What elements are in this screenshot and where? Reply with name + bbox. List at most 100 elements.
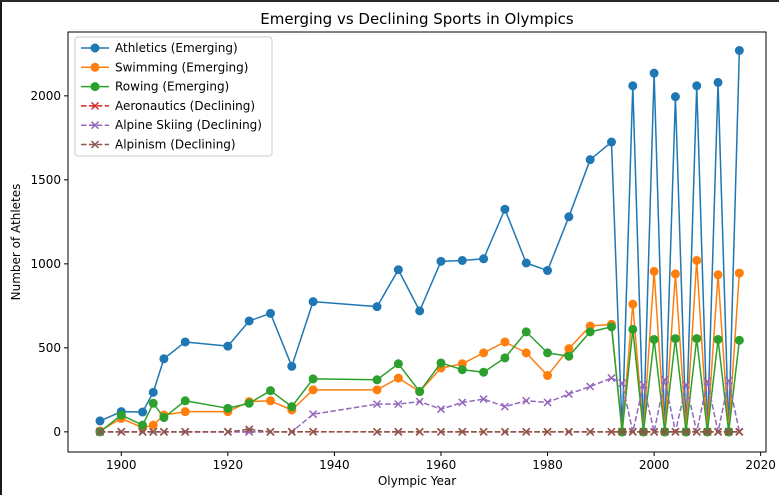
y-tick-label: 500: [38, 341, 61, 355]
data-point-athletics-emerging: [245, 317, 253, 325]
data-point-rowing-emerging: [288, 403, 296, 411]
data-point-swimming-emerging: [501, 338, 509, 346]
y-tick-label: 1000: [30, 257, 61, 271]
data-point-rowing-emerging: [501, 354, 509, 362]
legend-label: Alpine Skiing (Declining): [115, 118, 262, 132]
legend-label: Swimming (Emerging): [115, 60, 248, 74]
data-point-athletics-emerging: [373, 303, 381, 311]
data-point-swimming-emerging: [629, 300, 637, 308]
data-point-swimming-emerging: [544, 372, 552, 380]
x-tick-label: 2000: [639, 458, 670, 472]
data-point-athletics-emerging: [96, 417, 104, 425]
y-tick-label: 0: [53, 425, 61, 439]
legend-swatch-marker: [91, 63, 99, 71]
data-point-athletics-emerging: [458, 256, 466, 264]
data-point-rowing-emerging: [139, 421, 147, 429]
data-point-rowing-emerging: [650, 335, 658, 343]
data-point-rowing-emerging: [394, 360, 402, 368]
data-point-swimming-emerging: [373, 386, 381, 394]
window-edge-left: [0, 0, 2, 495]
data-point-rowing-emerging: [629, 325, 637, 333]
data-point-athletics-emerging: [586, 156, 594, 164]
data-point-athletics-emerging: [266, 309, 274, 317]
data-point-rowing-emerging: [309, 375, 317, 383]
data-point-rowing-emerging: [224, 404, 232, 412]
data-point-athletics-emerging: [501, 205, 509, 213]
data-point-rowing-emerging: [437, 359, 445, 367]
data-point-rowing-emerging: [693, 335, 701, 343]
chart-title: Emerging vs Declining Sports in Olympics: [260, 10, 574, 28]
legend: Athletics (Emerging) Swimming (Emerging) R…: [75, 37, 272, 156]
data-point-rowing-emerging: [586, 328, 594, 336]
legend-swatch-marker: [91, 83, 99, 91]
data-point-athletics-emerging: [650, 69, 658, 77]
x-tick-label: 1900: [106, 458, 137, 472]
data-point-rowing-emerging: [607, 323, 615, 331]
data-point-swimming-emerging: [394, 374, 402, 382]
data-point-rowing-emerging: [416, 388, 424, 396]
data-point-rowing-emerging: [245, 399, 253, 407]
data-point-rowing-emerging: [671, 335, 679, 343]
data-point-athletics-emerging: [629, 82, 637, 90]
data-point-swimming-emerging: [309, 386, 317, 394]
data-point-athletics-emerging: [224, 342, 232, 350]
data-point-rowing-emerging: [160, 414, 168, 422]
data-point-athletics-emerging: [693, 82, 701, 90]
data-point-athletics-emerging: [437, 257, 445, 265]
data-point-rowing-emerging: [522, 328, 530, 336]
legend-label: Rowing (Emerging): [115, 80, 229, 94]
data-point-rowing-emerging: [266, 387, 274, 395]
legend-label: Aeronautics (Declining): [115, 99, 255, 113]
data-point-swimming-emerging: [266, 397, 274, 405]
y-tick-label: 1500: [30, 173, 61, 187]
y-axis-label: Number of Athletes: [9, 184, 23, 301]
data-point-swimming-emerging: [714, 271, 722, 279]
data-point-swimming-emerging: [480, 349, 488, 357]
data-point-swimming-emerging: [181, 408, 189, 416]
data-point-rowing-emerging: [565, 352, 573, 360]
x-tick-label: 1960: [426, 458, 457, 472]
data-point-athletics-emerging: [288, 362, 296, 370]
data-point-athletics-emerging: [416, 307, 424, 315]
data-point-rowing-emerging: [117, 411, 125, 419]
window-edge-top: [0, 0, 779, 2]
data-point-rowing-emerging: [149, 399, 157, 407]
data-point-athletics-emerging: [544, 267, 552, 275]
data-point-rowing-emerging: [544, 349, 552, 357]
data-point-rowing-emerging: [373, 376, 381, 384]
x-tick-label: 1940: [319, 458, 350, 472]
legend-swatch-marker: [91, 44, 99, 52]
data-point-swimming-emerging: [149, 421, 157, 429]
data-point-athletics-emerging: [480, 255, 488, 263]
x-tick-label: 2020: [745, 458, 776, 472]
data-point-swimming-emerging: [735, 269, 743, 277]
data-point-athletics-emerging: [714, 78, 722, 86]
data-point-swimming-emerging: [693, 256, 701, 264]
data-point-swimming-emerging: [671, 270, 679, 278]
data-point-rowing-emerging: [714, 335, 722, 343]
data-point-athletics-emerging: [181, 338, 189, 346]
data-point-athletics-emerging: [565, 213, 573, 221]
legend-label: Athletics (Emerging): [115, 41, 238, 55]
y-tick-label: 2000: [30, 89, 61, 103]
data-point-swimming-emerging: [522, 349, 530, 357]
data-point-athletics-emerging: [735, 46, 743, 54]
data-point-athletics-emerging: [671, 93, 679, 101]
data-point-athletics-emerging: [394, 266, 402, 274]
data-point-athletics-emerging: [160, 355, 168, 363]
x-tick-label: 1920: [213, 458, 244, 472]
legend-label: Alpinism (Declining): [115, 138, 236, 152]
data-point-rowing-emerging: [181, 397, 189, 405]
data-point-athletics-emerging: [309, 298, 317, 306]
data-point-swimming-emerging: [650, 267, 658, 275]
x-tick-label: 1980: [532, 458, 563, 472]
data-point-rowing-emerging: [458, 366, 466, 374]
x-axis-label: Olympic Year: [378, 474, 456, 488]
data-point-rowing-emerging: [735, 336, 743, 344]
data-point-swimming-emerging: [565, 345, 573, 353]
data-point-athletics-emerging: [139, 408, 147, 416]
data-point-athletics-emerging: [149, 388, 157, 396]
data-point-rowing-emerging: [480, 368, 488, 376]
